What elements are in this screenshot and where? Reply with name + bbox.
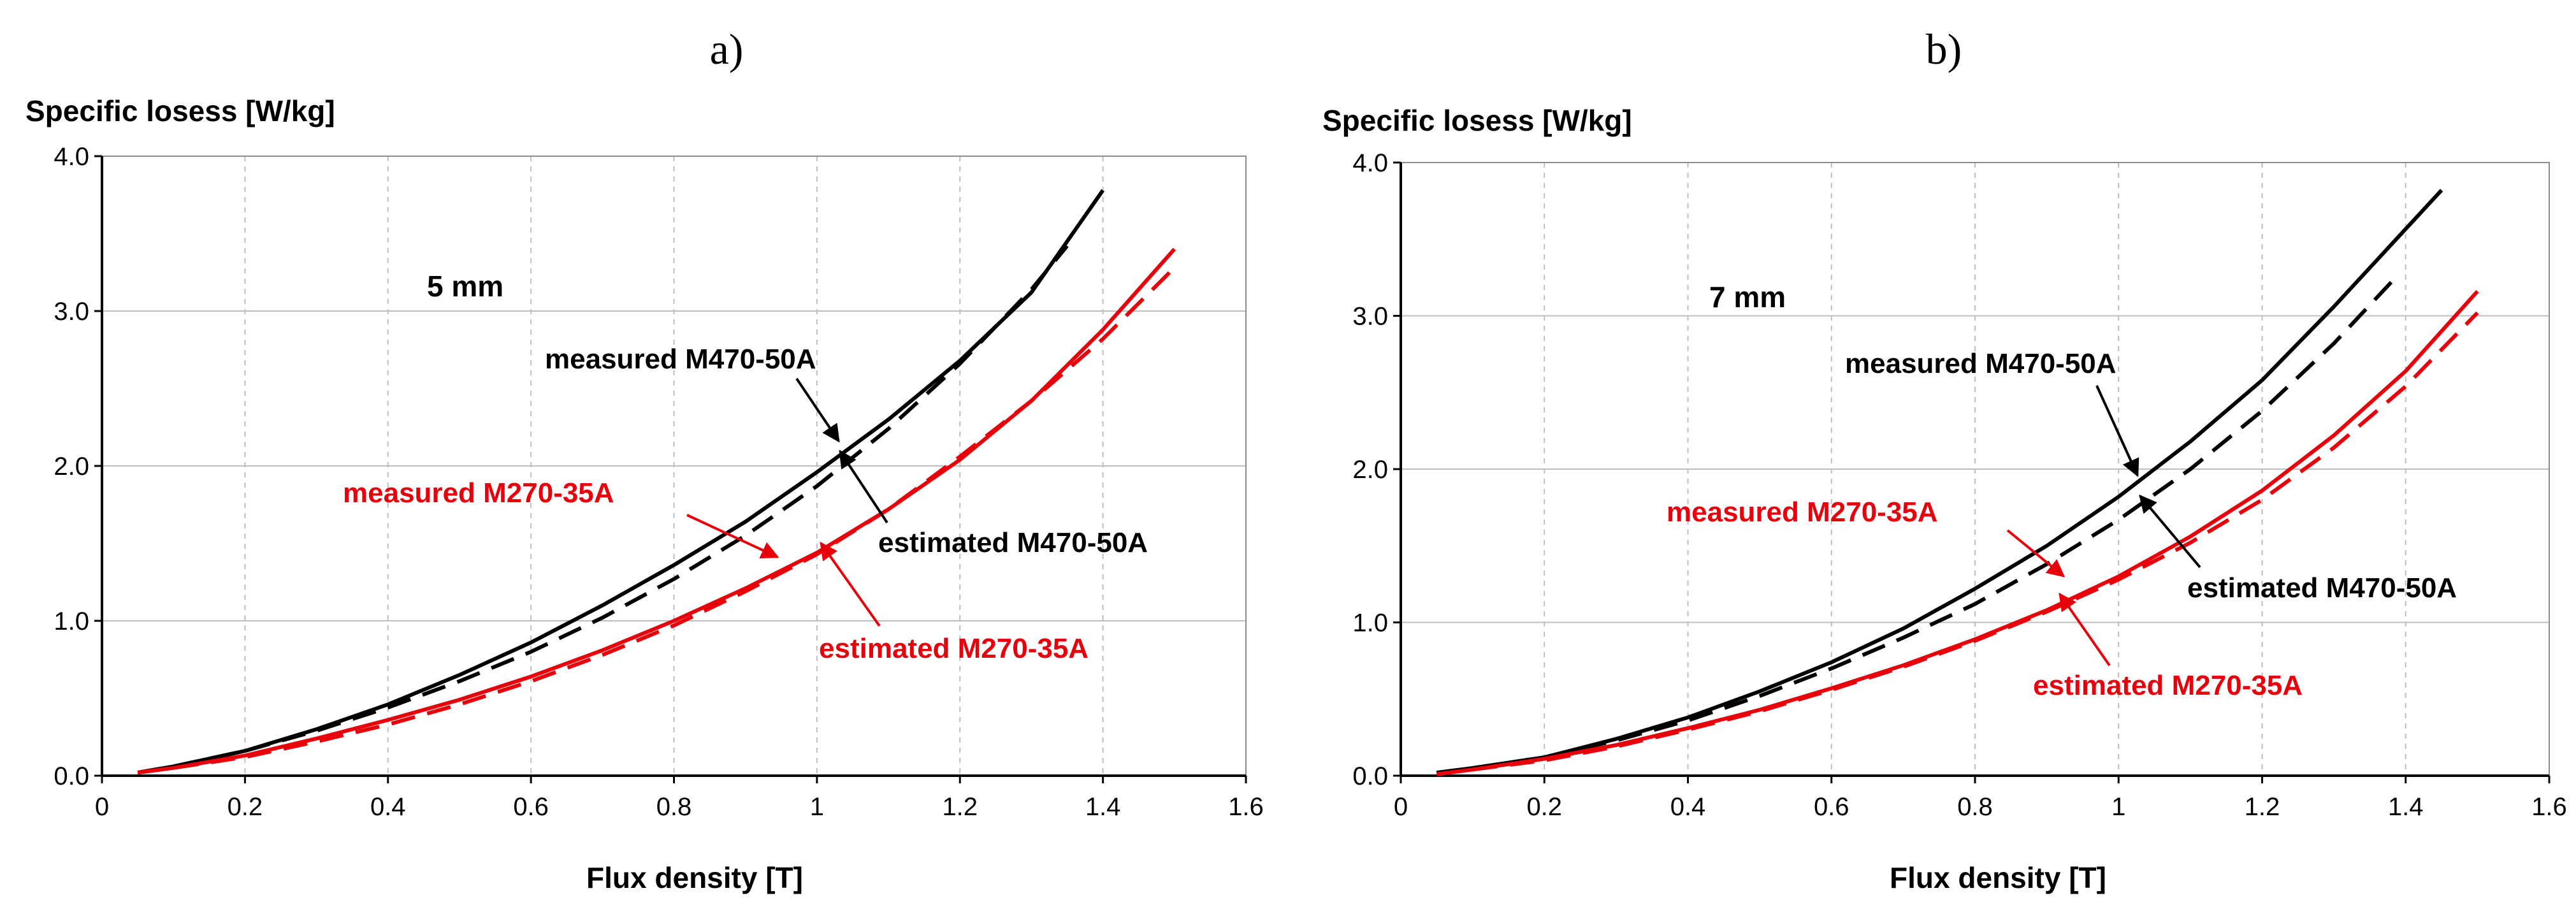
panel-a-x-tick-label: 1.4 [1085,793,1121,821]
panel-b-series-estimated-m470-50a [1436,280,2393,775]
panel-a-x-tick-label: 0.6 [513,793,549,821]
chart-panel-a: a) Specific losess [W/kg] Flux density [… [25,25,1264,894]
panel-a-series-measured-m270-35a [137,247,1176,775]
panel-b-x-tick-label: 0.4 [1670,793,1706,821]
panel-a-y-tick-label: 1.0 [54,607,89,635]
panel-b-y-tick-label: 0.0 [1352,762,1388,790]
panel-b-thickness-label: 7 mm [1709,280,1786,314]
panel-a-title: a) [710,25,744,73]
chart-panel-b: b) Specific losess [W/kg] Flux density [… [1322,25,2567,894]
panel-b-arrow-measured-m470 [2095,385,2139,477]
panel-a-y-tick-label: 0.0 [54,762,89,790]
panel-b-x-tick-label: 1.2 [2245,793,2280,821]
panel-b-x-tick-label: 0.8 [1957,793,1993,821]
panel-b-arrow-estimated-m270 [2059,592,2111,667]
panel-a-annotation-measured-m470: measured M470-50A [545,344,816,375]
panel-a-annotation-estimated-m270: estimated M270-35A [819,633,1089,664]
panel-a-thickness-label: 5 mm [427,270,503,303]
panel-a-y-axis-label: Specific losess [W/kg] [25,94,335,127]
panel-b-arrow-estimated-m470 [2139,494,2201,569]
panel-a-x-axis-label: Flux density [T] [586,861,803,894]
panel-a-annotation-estimated-m470: estimated M470-50A [878,527,1148,558]
panel-b-annotation-estimated-m270: estimated M270-35A [2033,670,2303,701]
panel-a-y-tick-label: 4.0 [54,143,89,171]
panel-a-x-tick-label: 0 [95,793,109,821]
panel-a-series-measured-m470-50a [137,189,1105,775]
panel-a-x-tick-label: 0.4 [370,793,406,821]
panel-a-arrow-measured-m270 [686,514,779,559]
panel-b-y-tick-label: 1.0 [1352,609,1388,637]
panel-b-x-tick-label: 1 [2111,793,2125,821]
panel-b-x-tick-label: 0.2 [1526,793,1562,821]
panel-b-x-tick-label: 0 [1394,793,1408,821]
panel-b-x-tick-label: 1.6 [2531,793,2567,821]
panel-b-y-tick-label: 2.0 [1352,456,1388,484]
panel-a-y-tick-label: 2.0 [54,453,89,481]
panel-a-arrow-estimated-m270 [820,541,881,627]
panel-b-annotation-measured-m470: measured M470-50A [1845,348,2117,379]
panel-b-arrow-measured-m270 [2006,529,2066,577]
panel-a-series-estimated-m470-50a [137,244,1069,775]
panel-a-series-estimated-m270-35a [137,266,1176,775]
panel-b-x-tick-label: 1.4 [2388,793,2424,821]
panel-a-x-tick-label: 1.6 [1228,793,1264,821]
panel-b-title: b) [1926,25,1962,73]
panel-b-annotation-measured-m270: measured M270-35A [1667,497,1938,528]
panel-b-y-tick-label: 3.0 [1352,303,1388,331]
panel-b-y-axis-label: Specific losess [W/kg] [1322,104,1632,137]
panel-a-x-tick-label: 0.2 [228,793,263,821]
panel-b-x-axis-label: Flux density [T] [1890,861,2106,894]
panel-a-arrow-measured-m470 [795,377,840,443]
panel-b-y-tick-label: 4.0 [1352,149,1388,177]
panel-b-x-tick-label: 0.6 [1814,793,1849,821]
panel-a-x-tick-label: 1 [810,793,824,821]
panel-a-y-tick-label: 3.0 [54,298,89,326]
panel-a-arrow-estimated-m470 [839,449,888,524]
panel-b-series-estimated-m270-35a [1436,311,2479,776]
panel-a-annotation-measured-m270: measured M270-35A [343,477,614,509]
panel-a-x-tick-label: 0.8 [656,793,692,821]
panel-b-annotation-estimated-m470: estimated M470-50A [2187,572,2457,604]
panel-a-x-tick-label: 1.2 [942,793,978,821]
